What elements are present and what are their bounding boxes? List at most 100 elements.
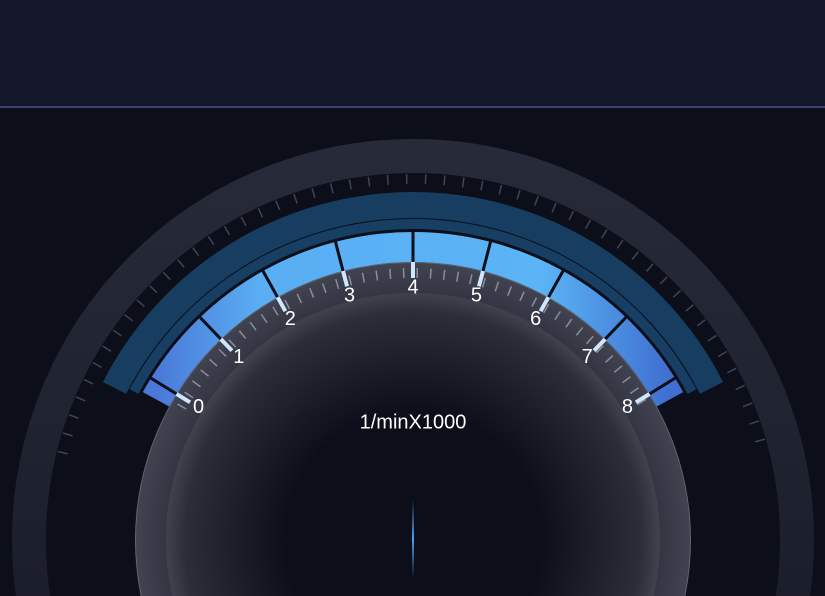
outer-ring <box>12 139 814 596</box>
outer-scale-tick <box>329 183 334 194</box>
tick-label: 6 <box>530 308 541 330</box>
outer-scale-tick <box>631 251 639 260</box>
inner-minor-tick <box>494 281 500 292</box>
outer-scale-tick <box>386 174 389 185</box>
inner-minor-tick <box>272 306 279 316</box>
inner-minor-tick <box>348 275 353 286</box>
tick-label: 7 <box>582 346 593 368</box>
inner-minor-tick <box>455 271 460 282</box>
major-tick <box>547 270 565 298</box>
inner-minor-tick <box>309 288 315 298</box>
tick-label: 8 <box>622 396 633 418</box>
inner-minor-tick <box>429 268 432 279</box>
inner-face <box>135 262 691 596</box>
outer-scale-tick <box>685 304 694 312</box>
outer-scale-tick <box>149 285 158 294</box>
needle <box>412 500 414 578</box>
inner-minor-tick <box>200 369 209 377</box>
glow-arc-inner <box>129 219 697 394</box>
major-tick <box>481 241 492 272</box>
outer-scale-tick <box>136 299 145 308</box>
outer-scale-tick <box>62 432 73 437</box>
outer-scale-tick <box>498 184 503 195</box>
inner-minor-tick <box>629 387 639 395</box>
inner-minor-tick <box>468 274 473 285</box>
outer-scale-tick <box>367 176 371 187</box>
outer-scale-tick <box>223 225 231 236</box>
outer-scale-tick <box>192 247 200 257</box>
outer-scale-tick <box>207 236 215 246</box>
outer-scale-tick <box>177 259 185 268</box>
outer-scale-tick <box>601 229 608 239</box>
inner-minor-tick <box>565 318 573 328</box>
major-tick-inner <box>341 270 350 287</box>
inner-minor-tick <box>191 380 201 388</box>
major-tick <box>334 241 345 272</box>
tick-label: 0 <box>193 396 204 418</box>
major-tick <box>648 376 676 396</box>
outer-scale-tick <box>257 207 264 218</box>
header-line <box>0 106 825 108</box>
outer-scale-tick <box>749 420 760 425</box>
gauge: 0 1 2 3 4 5 6 7 8 <box>57 174 766 455</box>
inner-minor-tick <box>361 272 366 283</box>
inner-minor-tick <box>321 283 327 294</box>
unit-label: 1/minX1000 <box>360 411 467 433</box>
inner-minor-tick <box>481 277 486 288</box>
tick-label: 3 <box>344 284 355 306</box>
outer-scale-tick <box>83 378 94 385</box>
major-tick <box>199 316 222 341</box>
tick-label: 4 <box>407 276 418 298</box>
outer-scale-tick <box>443 175 446 186</box>
outer-scale-tick <box>659 276 668 285</box>
outer-scale-tick <box>348 179 352 190</box>
outer-scale-tick <box>275 200 281 211</box>
glow-arc <box>102 192 724 394</box>
major-tick-inner <box>219 337 234 353</box>
outer-scale-tick <box>68 414 79 419</box>
inner-minor-tick <box>554 310 561 321</box>
header <box>0 0 825 107</box>
outer-scale-tick <box>311 187 316 198</box>
tick-label: 1 <box>233 346 244 368</box>
outer-scale-tick <box>102 345 112 352</box>
tick-label: 2 <box>285 308 296 330</box>
major-tick-inner <box>634 392 651 405</box>
outer-scale-tick <box>551 202 557 213</box>
inner-minor-tick <box>260 313 268 323</box>
inner-minor-tick <box>184 391 194 399</box>
inner-minor-tick <box>595 345 604 354</box>
major-tick <box>604 316 627 341</box>
tick-label: 5 <box>471 284 482 306</box>
outer-scale-tick <box>584 219 592 229</box>
inner-minor-tick <box>284 299 291 310</box>
outer-scale-tick <box>742 402 753 408</box>
inner-minor-tick <box>375 270 379 281</box>
outer-scale-tick <box>480 180 484 191</box>
outer-scale-tick <box>92 361 102 369</box>
inner-minor-tick <box>389 268 392 280</box>
inner-minor-tick <box>209 358 218 367</box>
inner-minor-tick <box>613 365 623 373</box>
inner-minor-tick <box>177 403 187 410</box>
major-tick-inner <box>592 337 607 353</box>
outer-scale-tick <box>162 271 171 281</box>
outer-scale-tick <box>568 210 575 221</box>
major-tick-inner <box>476 270 485 287</box>
outer-scale-tick <box>696 319 706 327</box>
outer-scale-tick <box>75 396 86 402</box>
outer-scale-tick <box>124 314 133 322</box>
inner-minor-tick <box>442 269 446 280</box>
outer-scale-tick <box>516 189 521 200</box>
inner-minor-tick <box>622 376 631 384</box>
inner-minor-tick <box>228 339 237 348</box>
outer-scale-tick <box>57 450 68 455</box>
outer-scale-tick <box>707 334 717 342</box>
inner-minor-tick <box>218 348 227 357</box>
inner-minor-tick <box>605 354 614 363</box>
inner-minor-tick <box>636 398 647 406</box>
inner-minor-tick <box>238 330 247 339</box>
inner-minor-tick <box>507 286 513 297</box>
